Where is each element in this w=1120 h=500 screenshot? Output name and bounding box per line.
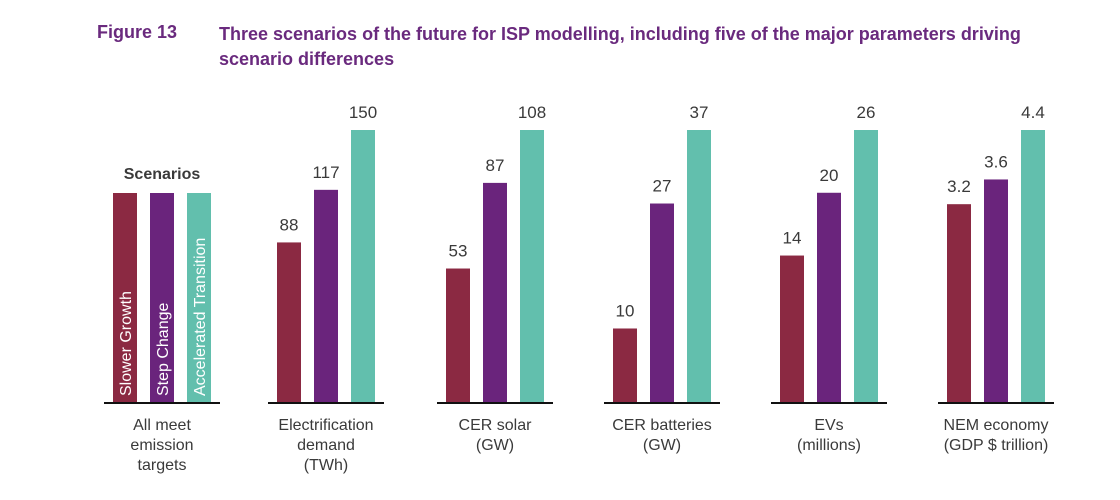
data-label: 26 <box>857 103 876 122</box>
data-label: 27 <box>653 177 672 196</box>
bar <box>314 189 338 402</box>
category-label: (GW) <box>476 437 514 454</box>
bar <box>520 130 544 402</box>
data-label: 150 <box>349 103 377 122</box>
data-label: 3.6 <box>984 152 1008 171</box>
legend-label: Slower Growth <box>118 291 135 396</box>
data-label: 37 <box>690 103 709 122</box>
category-label: CER batteries <box>612 417 712 434</box>
category-label: NEM economy <box>944 417 1049 434</box>
category-label: Electrification <box>278 417 373 434</box>
legend-bar <box>150 193 174 402</box>
bar <box>817 192 841 402</box>
data-label: 108 <box>518 103 546 122</box>
data-label: 53 <box>449 242 468 261</box>
bar <box>780 255 804 402</box>
bar <box>650 203 674 402</box>
category-label: CER solar <box>459 417 533 434</box>
category-label: (GW) <box>643 437 681 454</box>
legend-bar <box>187 193 211 402</box>
category-label: targets <box>138 457 187 474</box>
bar <box>984 179 1008 402</box>
bar <box>947 204 971 402</box>
data-label: 88 <box>280 215 299 234</box>
category-label: All meet <box>133 417 191 434</box>
bar <box>446 268 470 402</box>
bar <box>854 130 878 402</box>
data-label: 87 <box>486 156 505 175</box>
data-label: 14 <box>783 229 802 248</box>
category-label: demand <box>297 437 355 454</box>
bar <box>351 130 375 402</box>
bar <box>687 130 711 402</box>
category-label: (GDP $ trillion) <box>944 437 1049 454</box>
bar <box>483 182 507 402</box>
data-label: 3.2 <box>947 177 971 196</box>
legend-bar <box>113 193 137 402</box>
category-label: (TWh) <box>304 457 348 474</box>
data-label: 20 <box>820 166 839 185</box>
data-label: 4.4 <box>1021 103 1045 122</box>
category-label: (millions) <box>797 437 861 454</box>
legend-label: Accelerated Transition <box>192 238 209 396</box>
category-label: EVs <box>814 417 843 434</box>
data-label: 10 <box>616 301 635 320</box>
legend-title: Scenarios <box>124 166 201 183</box>
bar <box>613 328 637 402</box>
legend-label: Step Change <box>155 302 172 396</box>
data-label: 117 <box>312 163 339 182</box>
figure-label: Figure 13 <box>97 22 178 42</box>
figure-title: Three scenarios of the future for ISP mo… <box>219 24 1021 69</box>
bar <box>277 242 301 402</box>
category-label: emission <box>130 437 193 454</box>
bar <box>1021 130 1045 402</box>
